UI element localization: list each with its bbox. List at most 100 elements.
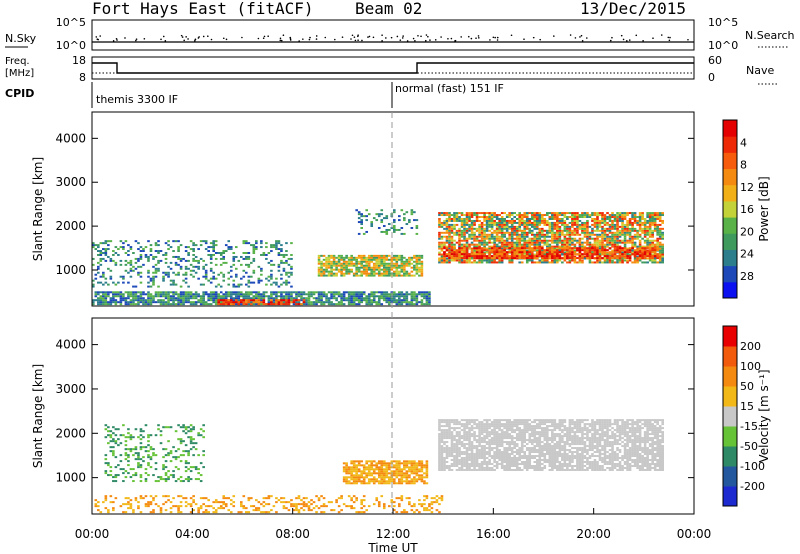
heatmap-cell — [443, 259, 446, 262]
heatmap-cell — [270, 273, 273, 276]
heatmap-cell — [646, 253, 649, 256]
heatmap-cell — [468, 463, 471, 465]
heatmap-cell — [365, 260, 369, 263]
heatmap-cell — [270, 269, 273, 272]
heatmap-cell — [260, 295, 263, 298]
heatmap-cell — [255, 242, 258, 245]
heatmap-cell — [357, 301, 361, 304]
heatmap-cell — [543, 259, 547, 262]
heatmap-cell — [423, 297, 426, 300]
heatmap-cell — [460, 247, 464, 250]
heatmap-cell — [510, 239, 514, 242]
heatmap-cell — [347, 258, 351, 261]
heatmap-cell — [568, 249, 572, 252]
heatmap-cell — [119, 303, 123, 306]
heatmap-cell — [372, 291, 376, 294]
heatmap-cell — [154, 275, 158, 278]
heatmap-cell — [568, 255, 572, 258]
heatmap-cell — [139, 295, 143, 298]
heatmap-cell — [405, 301, 409, 304]
heatmap-cell — [217, 297, 221, 300]
heatmap-cell — [420, 299, 424, 302]
heatmap-cell — [583, 214, 587, 217]
heatmap-cell — [247, 293, 251, 296]
heatmap-cell — [262, 253, 266, 256]
heatmap-cell — [508, 427, 511, 430]
heatmap-cell — [222, 273, 226, 276]
heatmap-cell — [357, 268, 361, 271]
heatmap-cell — [588, 259, 592, 262]
colorbar-tick-label: 4 — [740, 136, 747, 149]
heatmap-cell — [498, 221, 501, 224]
freq-panel: Freq. [MHz] 18 8 60 0 Nave — [5, 54, 778, 85]
heatmap-cell — [538, 249, 542, 252]
heatmap-cell — [503, 435, 506, 438]
heatmap-cell — [285, 250, 288, 253]
heatmap-cell — [518, 235, 522, 238]
heatmap-cell — [596, 253, 599, 256]
heatmap-cell — [571, 221, 574, 224]
heatmap-cell — [129, 291, 133, 294]
heatmap-cell — [643, 221, 647, 224]
heatmap-cell — [255, 240, 258, 243]
heatmap-cell — [623, 235, 627, 238]
heatmap-cell — [490, 214, 494, 217]
heatmap-cell — [247, 297, 251, 300]
heatmap-cell — [490, 216, 494, 218]
heatmap-cell — [275, 303, 278, 306]
heatmap-cell — [448, 259, 451, 262]
heatmap-cell — [385, 297, 389, 300]
heatmap-cell — [558, 229, 562, 232]
heatmap-cell — [490, 217, 494, 220]
noise-dot — [257, 37, 260, 40]
heatmap-cell — [478, 441, 481, 444]
heatmap-cell — [588, 241, 592, 244]
heatmap-cell — [212, 291, 215, 294]
heatmap-cell — [573, 229, 577, 232]
heatmap-cell — [483, 219, 486, 222]
heatmap-cell — [628, 237, 632, 240]
noise-dot — [626, 40, 628, 42]
heatmap-cell — [618, 217, 622, 220]
heatmap-cell — [510, 257, 514, 260]
heatmap-cell — [252, 281, 256, 284]
heatmap-cell — [510, 251, 514, 254]
heatmap-cell — [508, 429, 511, 432]
heatmap-cell — [601, 231, 604, 234]
heatmap-cell — [465, 255, 469, 258]
freq-left-tick-high: 18 — [72, 54, 86, 67]
heatmap-cell — [420, 295, 424, 298]
heatmap-cell — [475, 214, 479, 217]
heatmap-cell — [490, 449, 494, 452]
heatmap-cell — [618, 239, 622, 242]
heatmap-cell — [616, 221, 619, 224]
heatmap-cell — [330, 303, 333, 306]
heatmap-cell — [648, 245, 652, 248]
heatmap-cell — [460, 233, 464, 236]
heatmap-cell — [127, 291, 130, 294]
noise-dot — [669, 36, 671, 39]
heatmap-cell — [593, 233, 597, 236]
heatmap-cell — [247, 279, 251, 282]
heatmap-cell — [152, 301, 155, 304]
heatmap-cell — [656, 237, 659, 240]
heatmap-cell — [149, 297, 153, 300]
heatmap-cell — [377, 270, 381, 273]
noise-dot — [185, 36, 187, 38]
heatmap-cell — [470, 445, 474, 448]
heatmap-cell — [525, 223, 529, 226]
heatmap-cell — [596, 227, 599, 230]
heatmap-cell — [107, 244, 110, 247]
heatmap-cell — [578, 241, 582, 244]
heatmap-cell — [375, 264, 379, 267]
heatmap-cell — [282, 291, 286, 294]
heatmap-cell — [563, 212, 567, 215]
heatmap-cell — [438, 459, 441, 462]
heatmap-cell — [109, 291, 113, 294]
heatmap-cell — [332, 303, 336, 306]
heatmap-cell — [450, 453, 454, 456]
heatmap-cell — [621, 223, 624, 226]
heatmap-cell — [300, 295, 303, 298]
heatmap-cell — [109, 269, 113, 272]
heatmap-cell — [591, 255, 594, 258]
